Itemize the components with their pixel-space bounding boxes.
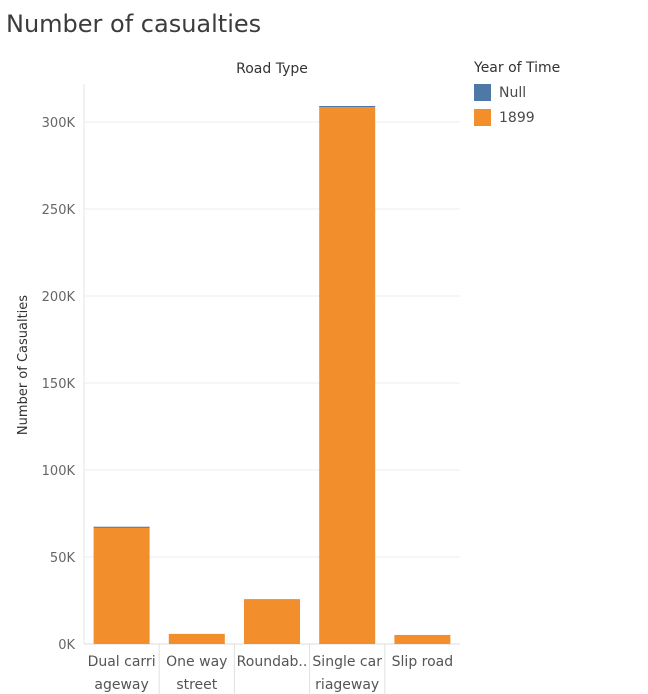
x-tick-label: Single car: [312, 654, 382, 670]
y-tick-label: 0K: [58, 638, 75, 653]
bar-null: [93, 526, 150, 528]
bar-1899: [244, 599, 300, 644]
legend-item-null[interactable]: Null: [474, 80, 560, 105]
bar-null: [319, 105, 376, 108]
column-header: Road Type: [236, 61, 308, 77]
x-tick-label: One way: [166, 654, 227, 670]
bar-1899: [394, 634, 451, 644]
x-tick-label: street: [176, 677, 217, 693]
legend-swatch-null: [474, 84, 491, 101]
y-tick-label: 50K: [50, 551, 76, 566]
x-tick-label: ageway: [94, 677, 148, 693]
legend-label-null: Null: [499, 84, 527, 101]
y-axis-title: Number of Casualties: [16, 295, 31, 435]
y-tick-label: 150K: [42, 377, 76, 392]
bar-1899: [93, 527, 150, 644]
x-tick-label: Dual carri: [88, 654, 156, 670]
y-tick-label: 200K: [42, 290, 76, 305]
legend-item-1899[interactable]: 1899: [474, 105, 560, 130]
x-tick-label: Roundab..: [237, 654, 308, 670]
y-tick-label: 300K: [42, 116, 76, 131]
bar-1899: [168, 633, 225, 644]
y-tick-label: 250K: [42, 203, 76, 218]
legend-label-1899: 1899: [499, 109, 535, 126]
chart-title: Number of casualties: [6, 10, 262, 38]
bar-1899: [319, 107, 376, 644]
x-tick-label: riageway: [315, 677, 379, 693]
legend-title: Year of Time: [474, 60, 561, 76]
x-tick-label: Slip road: [392, 654, 453, 670]
legend-swatch-1899: [474, 109, 491, 126]
legend: Year of Time Null 1899: [474, 60, 560, 130]
y-tick-label: 100K: [42, 464, 76, 479]
